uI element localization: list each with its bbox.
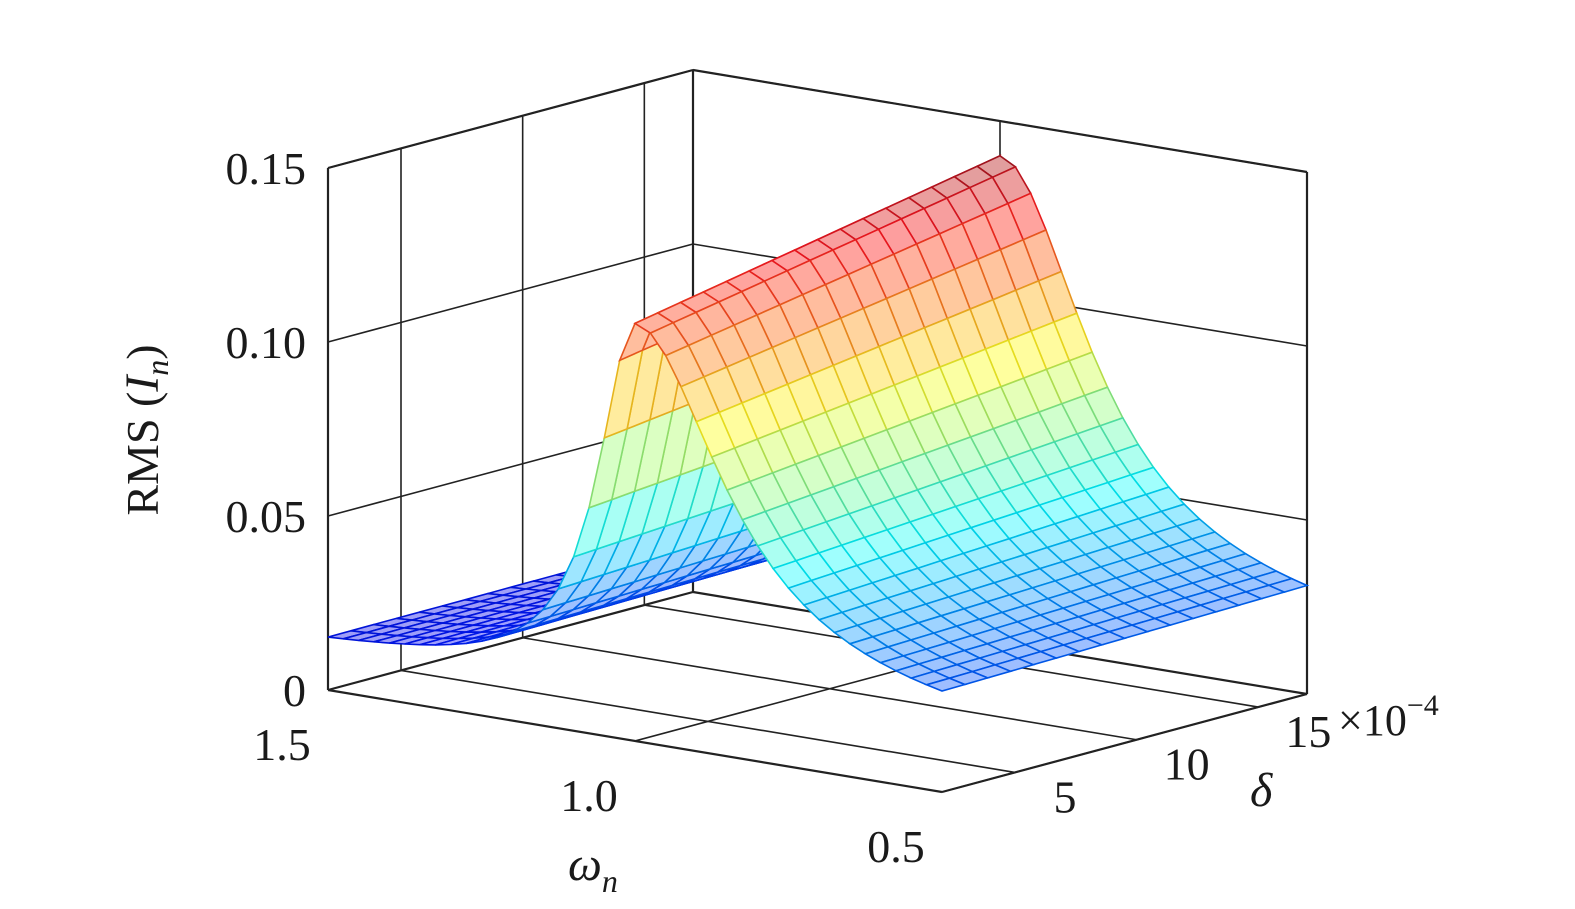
surface-mesh — [327, 154, 1310, 692]
box-edge — [327, 590, 694, 692]
z-tick-label: 0 — [283, 665, 306, 716]
y-axis-label: δ — [1250, 764, 1273, 817]
z-tick-label: 0.15 — [226, 143, 307, 194]
z-axis-label: RMS (In) — [116, 344, 175, 515]
y-tick-label: 5 — [1054, 771, 1077, 822]
y-axis-multiplier: ×10−4 — [1338, 689, 1439, 745]
x-tick-label: 1.5 — [253, 719, 311, 770]
x-tick-label: 1.0 — [560, 770, 618, 821]
z-tick-label: 0.10 — [226, 317, 307, 368]
grid-line-z — [327, 69, 694, 169]
z-tick-label: 0.05 — [226, 491, 307, 542]
box-edge — [941, 692, 1308, 794]
y-tick-label: 15 — [1285, 706, 1331, 757]
y-tick-label: 10 — [1164, 739, 1210, 790]
box-edge — [327, 688, 943, 794]
grid-line-z — [327, 243, 694, 343]
axes-box-front — [327, 688, 1308, 794]
x-axis-label: ωn — [568, 838, 618, 899]
tick-labels: 0 0.05 0.10 0.15 1.5 1.0 0.5 5 10 15 — [226, 143, 1332, 872]
surface-cell — [924, 677, 968, 692]
x-tick-label: 0.5 — [867, 821, 925, 872]
